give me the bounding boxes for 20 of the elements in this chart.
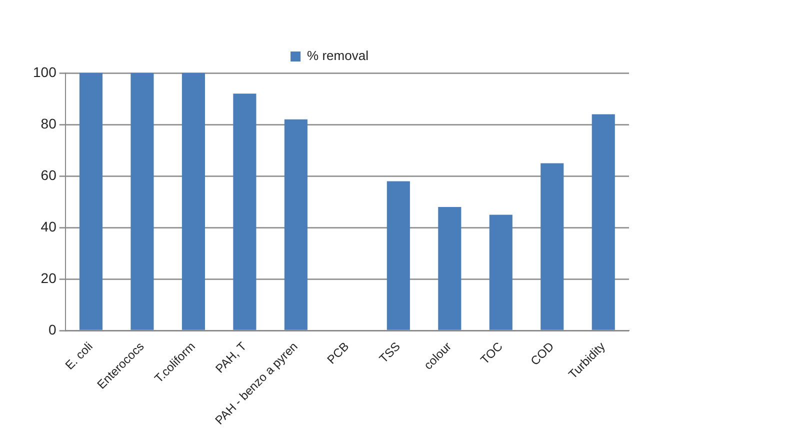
y-tick-label: 60	[40, 166, 57, 183]
legend-label: % removal	[307, 48, 369, 64]
y-tick-label: 40	[40, 218, 57, 234]
x-tick-label: TOC	[478, 339, 506, 367]
bar	[592, 114, 615, 330]
x-tick-label: E. coli	[62, 339, 96, 372]
bar	[540, 163, 564, 330]
y-tick-label: 100	[33, 64, 57, 80]
bar	[182, 73, 205, 330]
bar	[233, 94, 256, 330]
bar	[489, 214, 512, 330]
bar	[130, 73, 154, 330]
bar	[284, 119, 308, 330]
y-tick-label: 80	[40, 115, 57, 132]
bar	[79, 73, 103, 330]
bar	[438, 206, 462, 330]
y-tick-label: 0	[48, 322, 57, 338]
x-tick-label: TSS	[376, 339, 403, 366]
y-tick-label: 20	[40, 270, 57, 286]
bar	[386, 181, 410, 330]
